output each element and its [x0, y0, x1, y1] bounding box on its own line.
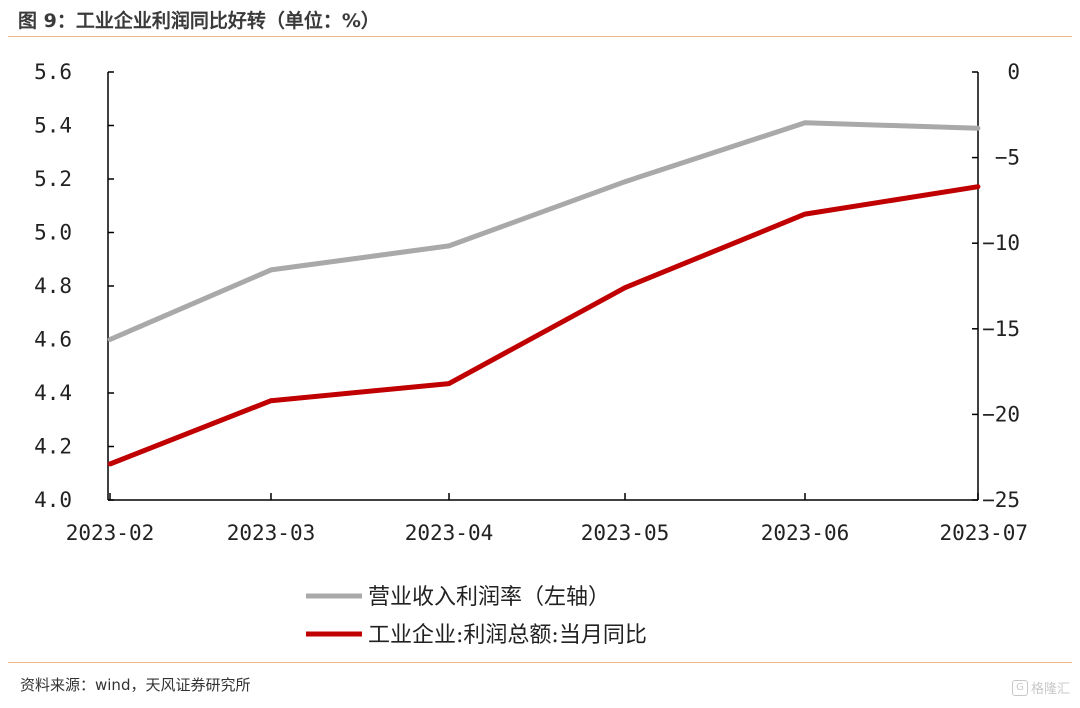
series-1-point — [107, 337, 113, 342]
series-2-point — [446, 381, 452, 386]
y-left-tick-label: 4.0 — [34, 488, 72, 512]
y-left-tick-label: 4.6 — [34, 328, 72, 352]
x-tick-label: 2023-03 — [227, 521, 316, 545]
series-1-point — [975, 125, 981, 131]
y-left-tick-label: 5.0 — [34, 221, 72, 245]
series-2-point — [975, 184, 981, 190]
y-left-tick-label: 5.2 — [34, 167, 72, 191]
x-tick-label: 2023-07 — [939, 521, 1028, 545]
bottom-divider — [8, 662, 1072, 663]
legend-label-1: 营业收入利润率（左轴） — [368, 585, 610, 610]
series-line-1 — [109, 120, 979, 342]
y-right-tick-label: −20 — [982, 402, 1020, 426]
series-2-point — [802, 211, 808, 217]
series-2-point — [268, 398, 274, 404]
series-line-2 — [109, 184, 979, 467]
series-1-point — [622, 179, 628, 185]
x-tick-label: 2023-02 — [66, 521, 155, 545]
series-1-point — [268, 267, 274, 273]
legend-label-2: 工业企业:利润总额:当月同比 — [368, 623, 647, 648]
y-right-tick-label: −5 — [995, 146, 1020, 170]
top-divider — [8, 36, 1072, 37]
y-right-tick-label: −15 — [982, 317, 1020, 341]
y-left-tick-label: 4.4 — [34, 381, 72, 405]
watermark-text: 格隆汇 — [1030, 682, 1070, 697]
line-chart: 5.6 5.4 5.2 5.0 4.8 4.6 4.4 4.2 4.0 0 −5 −10 −15 −20 −… — [34, 60, 1028, 648]
series-2-point — [107, 461, 113, 467]
figure-title: 图 9：工业企业利润同比好转（单位：%） — [18, 10, 380, 32]
y-left-tick-label: 4.2 — [34, 435, 72, 459]
x-tick-label: 2023-05 — [581, 521, 670, 545]
series-2-point — [622, 285, 628, 291]
y-left-tick-label: 5.4 — [34, 114, 72, 138]
y-right-tick-label: 0 — [1007, 60, 1020, 84]
x-tick-label: 2023-04 — [405, 521, 494, 545]
series-1-point — [446, 243, 452, 249]
gelonghui-logo-icon: G — [1011, 679, 1028, 696]
x-tick-label: 2023-06 — [761, 521, 850, 545]
series-1-point — [802, 120, 808, 126]
y-right-tick-label: −10 — [982, 231, 1020, 255]
y-right-tick-label: −25 — [982, 488, 1020, 512]
watermark: G 格隆汇 — [1011, 678, 1070, 697]
source-note: 资料来源：wind，天风证券研究所 — [20, 676, 251, 694]
y-left-tick-label: 4.8 — [34, 274, 72, 298]
y-left-tick-label: 5.6 — [34, 60, 72, 84]
